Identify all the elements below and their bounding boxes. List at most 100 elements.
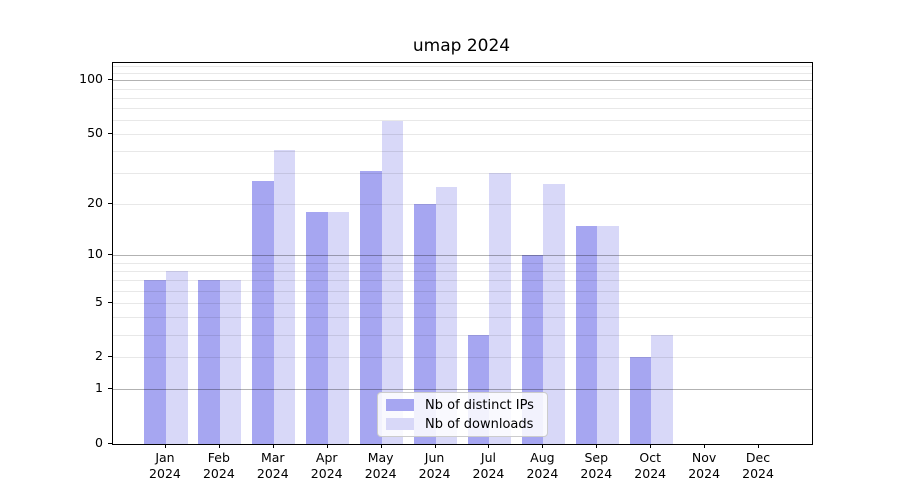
minor-gridline bbox=[113, 357, 812, 359]
legend-label-downloads: Nb of downloads bbox=[425, 416, 534, 432]
x-tick-label-jul: Jul 2024 bbox=[458, 450, 518, 481]
x-tick-month: Jul bbox=[480, 450, 496, 465]
y-tick-label-50: 50 bbox=[87, 125, 103, 141]
x-tick-mark bbox=[380, 444, 382, 448]
minor-gridline bbox=[113, 280, 812, 282]
x-tick-year: 2024 bbox=[149, 465, 181, 481]
x-tick-label-oct: Oct 2024 bbox=[620, 450, 680, 481]
major-gridline bbox=[113, 80, 812, 82]
x-tick-month: May bbox=[367, 450, 394, 465]
y-tick-mark bbox=[108, 356, 112, 358]
x-tick-label-aug: Aug 2024 bbox=[512, 450, 572, 481]
y-tick-mark bbox=[108, 133, 112, 135]
y-tick-label-1: 1 bbox=[95, 380, 103, 396]
minor-gridline bbox=[113, 204, 812, 206]
legend-item-downloads: Nb of downloads bbox=[386, 417, 539, 432]
x-tick-month: Dec bbox=[745, 450, 771, 465]
bar-downloads-sep bbox=[597, 225, 619, 444]
bar-downloads-feb bbox=[219, 280, 242, 444]
minor-gridline bbox=[113, 108, 812, 110]
x-tick-month: Mar bbox=[260, 450, 285, 465]
minor-gridline bbox=[113, 317, 812, 319]
x-tick-label-jan: Jan 2024 bbox=[135, 450, 195, 481]
y-tick-mark bbox=[108, 79, 112, 81]
minor-gridline bbox=[113, 334, 812, 336]
major-gridline bbox=[113, 255, 812, 257]
minor-gridline bbox=[113, 151, 812, 153]
x-tick-mark bbox=[218, 444, 220, 448]
major-gridline bbox=[113, 389, 812, 391]
x-tick-mark bbox=[704, 444, 706, 448]
x-tick-mark bbox=[650, 444, 652, 448]
minor-gridline bbox=[113, 97, 812, 99]
y-tick-label-0: 0 bbox=[95, 435, 103, 450]
bar-ips-apr bbox=[306, 212, 328, 444]
x-tick-mark bbox=[488, 444, 490, 448]
y-tick-label-5: 5 bbox=[95, 293, 103, 309]
x-tick-year: 2024 bbox=[472, 465, 505, 481]
x-tick-year: 2024 bbox=[688, 465, 721, 481]
legend-item-distinct-ips: Nb of distinct IPs bbox=[386, 398, 539, 413]
x-tick-year: 2024 bbox=[364, 465, 397, 481]
x-tick-year: 2024 bbox=[634, 465, 667, 481]
plot-area bbox=[112, 62, 813, 445]
legend-swatch-downloads bbox=[386, 418, 414, 430]
bar-downloads-jun bbox=[435, 187, 458, 444]
x-tick-year: 2024 bbox=[310, 465, 343, 481]
x-tick-label-jun: Jun 2024 bbox=[405, 450, 465, 481]
x-tick-year: 2024 bbox=[418, 465, 451, 481]
x-tick-label-apr: Apr 2024 bbox=[297, 450, 357, 481]
minor-gridline bbox=[113, 72, 812, 74]
minor-gridline bbox=[113, 270, 812, 272]
minor-gridline bbox=[113, 120, 812, 122]
x-tick-month: Oct bbox=[639, 450, 662, 465]
legend: Nb of distinct IPs Nb of downloads bbox=[377, 392, 548, 437]
bar-ips-jan bbox=[144, 280, 166, 444]
chart-title: umap 2024 bbox=[412, 36, 511, 56]
y-tick-label-2: 2 bbox=[95, 348, 103, 364]
x-tick-year: 2024 bbox=[742, 465, 774, 481]
bar-downloads-jul bbox=[489, 173, 512, 444]
x-tick-mark bbox=[164, 444, 166, 448]
minor-gridline bbox=[113, 302, 812, 304]
x-tick-mark bbox=[596, 444, 598, 448]
minor-gridline bbox=[113, 66, 812, 68]
minor-gridline bbox=[113, 134, 812, 136]
bar-ips-may bbox=[360, 170, 382, 444]
x-tick-label-dec: Dec 2024 bbox=[728, 450, 788, 481]
minor-gridline bbox=[113, 262, 812, 264]
x-tick-mark bbox=[326, 444, 328, 448]
x-tick-label-nov: Nov 2024 bbox=[674, 450, 734, 481]
y-tick-mark bbox=[108, 254, 112, 256]
x-tick-year: 2024 bbox=[526, 465, 559, 481]
y-tick-mark bbox=[108, 203, 112, 205]
x-tick-month: Sep bbox=[584, 450, 609, 465]
legend-label-distinct-ips: Nb of distinct IPs bbox=[425, 397, 534, 413]
y-tick-label-20: 20 bbox=[87, 195, 103, 211]
x-tick-year: 2024 bbox=[202, 465, 235, 481]
minor-gridline bbox=[113, 173, 812, 175]
y-tick-label-10: 10 bbox=[87, 246, 103, 262]
bar-ips-oct bbox=[629, 357, 652, 444]
x-tick-month: Aug bbox=[530, 450, 555, 465]
x-tick-mark bbox=[542, 444, 544, 448]
y-tick-mark bbox=[108, 388, 112, 390]
bar-downloads-aug bbox=[543, 184, 565, 444]
bar-ips-sep bbox=[575, 225, 598, 444]
bar-ips-feb bbox=[198, 280, 220, 444]
bar-downloads-oct bbox=[651, 334, 673, 444]
bar-downloads-jan bbox=[165, 270, 188, 444]
x-tick-label-feb: Feb 2024 bbox=[189, 450, 249, 481]
bar-downloads-mar bbox=[273, 149, 296, 444]
x-tick-month: Feb bbox=[207, 450, 230, 465]
bar-downloads-apr bbox=[327, 212, 350, 444]
y-tick-mark bbox=[108, 301, 112, 303]
x-tick-label-sep: Sep 2024 bbox=[566, 450, 626, 481]
x-tick-month: Jan bbox=[155, 450, 175, 465]
legend-swatch-distinct-ips bbox=[386, 399, 414, 411]
bar-downloads-may bbox=[381, 121, 404, 444]
x-tick-year: 2024 bbox=[256, 465, 289, 481]
x-tick-label-mar: Mar 2024 bbox=[243, 450, 303, 481]
y-tick-label-100: 100 bbox=[79, 71, 103, 87]
